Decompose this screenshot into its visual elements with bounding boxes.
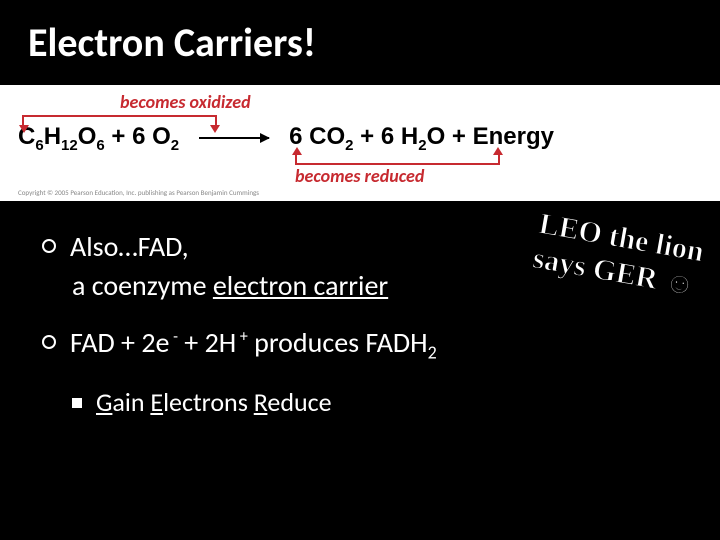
reaction-arrow bbox=[199, 137, 269, 139]
slide-title: Electron Carriers! bbox=[0, 0, 720, 85]
reduced-label: becomes reduced bbox=[295, 165, 424, 187]
equation-diagram: becomes oxidized C6H12O6 + 6 O2 6 CO2 + … bbox=[0, 85, 720, 201]
sub-bullet: Gain Electrons Reduce bbox=[42, 386, 690, 418]
content-area: LEO the lion says GER ☺ Also…FAD, a coen… bbox=[0, 201, 720, 418]
bullet-2-text: FAD + 2e - + 2H + produces FADH2 bbox=[70, 325, 437, 364]
reduced-bracket bbox=[295, 155, 500, 165]
bullet-icon bbox=[42, 335, 56, 349]
square-bullet-icon bbox=[72, 398, 82, 408]
bullet-1-text: Also…FAD, bbox=[70, 229, 189, 264]
sub-bullet-text: Gain Electrons Reduce bbox=[96, 386, 332, 418]
bullet-2: FAD + 2e - + 2H + produces FADH2 bbox=[42, 325, 690, 364]
oxidized-label: becomes oxidized bbox=[120, 91, 251, 113]
bullet-icon bbox=[42, 239, 56, 253]
oxidized-bracket bbox=[22, 115, 217, 125]
